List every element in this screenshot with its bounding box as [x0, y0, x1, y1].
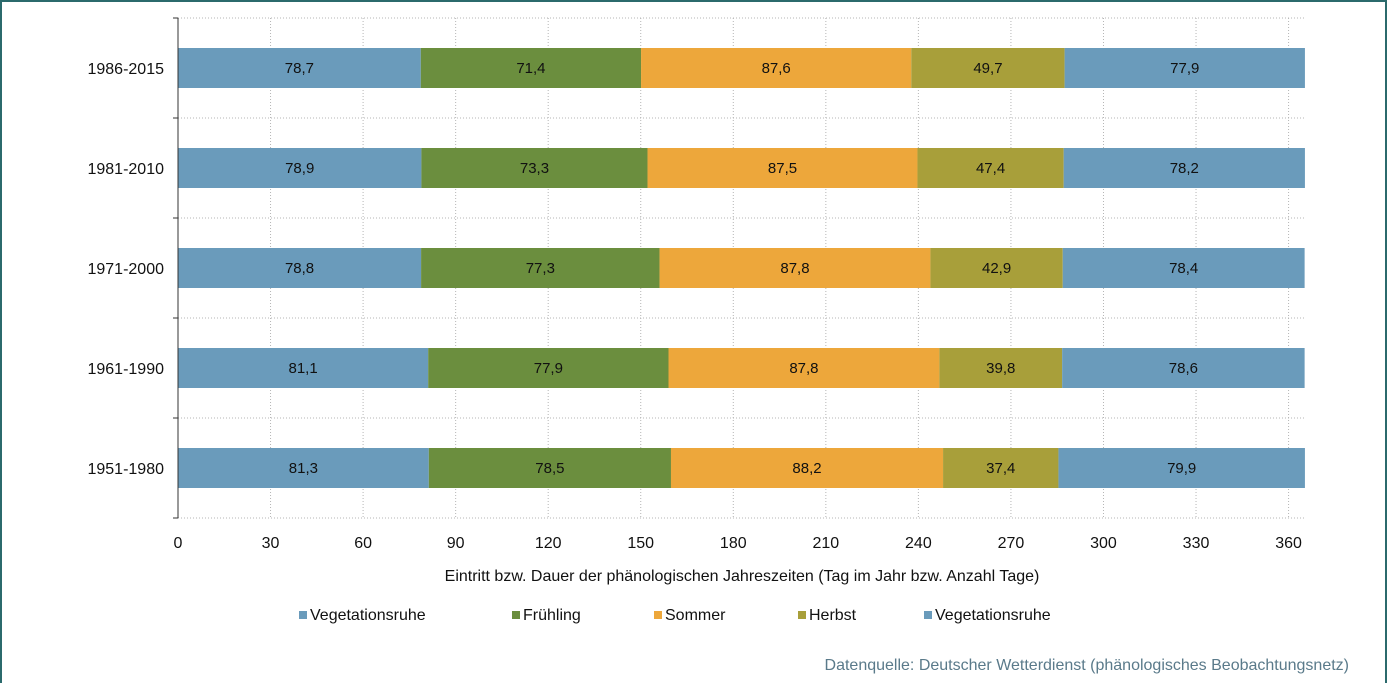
legend-label-3: Sommer: [665, 607, 726, 624]
bar-1961-1990-segment-5: [1062, 348, 1305, 388]
x-tick-label-150: 150: [627, 535, 654, 552]
legend: Vegetationsruhe Frühling Sommer Herbst Veget…: [299, 607, 1051, 624]
bar-1951-1980-segment-2: [428, 448, 671, 488]
bar-1986-2015-segment-3: [641, 48, 912, 88]
category-label: 1986-2015: [87, 61, 164, 78]
bar-1986-2015-segment-2: [420, 48, 642, 88]
bar-value-label: 42,9: [982, 260, 1011, 277]
bar-1951-1980-segment-4: [943, 448, 1059, 488]
category-label: 1981-2010: [87, 161, 164, 178]
bar-value-label: 78,7: [285, 60, 314, 77]
bar-value-label: 77,3: [526, 260, 555, 277]
legend-label-5: Vegetationsruhe: [935, 607, 1051, 624]
x-tick-label-0: 0: [174, 535, 183, 552]
bar-1971-2000-segment-4: [930, 248, 1063, 288]
bar-1961-1990-segment-4: [939, 348, 1063, 388]
bar-1981-2010-segment-1: [178, 148, 422, 188]
bar-value-label: 78,5: [535, 460, 564, 477]
bar-1971-2000-segment-2: [421, 248, 660, 288]
legend-swatch-3: [654, 611, 662, 619]
x-tick-label-300: 300: [1090, 535, 1117, 552]
bar-value-label: 87,6: [762, 60, 791, 77]
bar-value-label: 47,4: [976, 160, 1005, 177]
category-label: 1951-1980: [87, 461, 164, 478]
bar-1986-2015-segment-4: [911, 48, 1065, 88]
bar-value-label: 77,9: [534, 360, 563, 377]
bar-1951-1980-segment-5: [1058, 448, 1305, 488]
bars: 78,7 71,4 87,6 49,7 77,9 78,9 73,3 87,5 47,4 78,2…: [178, 48, 1305, 488]
bar-value-label: 87,8: [780, 260, 809, 277]
bar-value-label: 87,8: [789, 360, 818, 377]
x-tick-label-60: 60: [354, 535, 372, 552]
bar-1971-2000-segment-1: [178, 248, 422, 288]
bar-value-label: 78,8: [285, 260, 314, 277]
axes: 1986-2015 1981-2010 1971-2000 1961-1990 1951…: [87, 17, 1302, 552]
category-label: 1971-2000: [87, 261, 164, 278]
category-label: 1961-1990: [87, 361, 164, 378]
bar-value-label: 81,3: [289, 460, 318, 477]
bar-value-label: 78,9: [285, 160, 314, 177]
legend-swatch-4: [798, 611, 806, 619]
bar-1986-2015-segment-5: [1064, 48, 1305, 88]
bar-1981-2010-segment-3: [647, 148, 918, 188]
x-tick-label-30: 30: [262, 535, 280, 552]
legend-label-2: Frühling: [523, 607, 581, 624]
bar-1961-1990-segment-3: [668, 348, 940, 388]
legend-swatch-1: [299, 611, 307, 619]
bar-1961-1990-segment-1: [178, 348, 429, 388]
bar-value-label: 39,8: [986, 360, 1015, 377]
x-tick-label-360: 360: [1275, 535, 1302, 552]
data-source: Datenquelle: Deutscher Wetterdienst (phä…: [825, 657, 1349, 674]
bar-1961-1990-segment-2: [428, 348, 669, 388]
legend-label-1: Vegetationsruhe: [310, 607, 426, 624]
x-tick-label-210: 210: [812, 535, 839, 552]
x-tick-label-330: 330: [1183, 535, 1210, 552]
bar-value-label: 87,5: [768, 160, 797, 177]
bar-value-label: 78,6: [1169, 360, 1198, 377]
legend-label-4: Herbst: [809, 607, 857, 624]
x-tick-label-90: 90: [447, 535, 465, 552]
x-axis-title: Eintritt bzw. Dauer der phänologischen J…: [445, 568, 1040, 585]
bar-value-label: 77,9: [1170, 60, 1199, 77]
bar-value-label: 81,1: [288, 360, 317, 377]
bar-1951-1980-segment-1: [178, 448, 429, 488]
bar-value-label: 49,7: [973, 60, 1002, 77]
bar-value-label: 88,2: [792, 460, 821, 477]
bar-value-label: 79,9: [1167, 460, 1196, 477]
bar-value-label: 73,3: [520, 160, 549, 177]
bar-1981-2010-segment-4: [917, 148, 1064, 188]
bar-value-label: 78,2: [1170, 160, 1199, 177]
bar-1981-2010-segment-2: [421, 148, 648, 188]
bar-1986-2015-segment-1: [178, 48, 421, 88]
bar-1971-2000-segment-5: [1062, 248, 1305, 288]
legend-swatch-2: [512, 611, 520, 619]
x-tick-label-270: 270: [998, 535, 1025, 552]
bar-1951-1980-segment-3: [670, 448, 944, 488]
x-tick-label-180: 180: [720, 535, 747, 552]
bar-1971-2000-segment-3: [659, 248, 931, 288]
bar-value-label: 71,4: [516, 60, 545, 77]
bar-value-label: 37,4: [986, 460, 1015, 477]
x-tick-label-240: 240: [905, 535, 932, 552]
bar-1981-2010-segment-5: [1063, 148, 1305, 188]
bar-value-label: 78,4: [1169, 260, 1198, 277]
x-tick-label-120: 120: [535, 535, 562, 552]
legend-swatch-5: [924, 611, 932, 619]
